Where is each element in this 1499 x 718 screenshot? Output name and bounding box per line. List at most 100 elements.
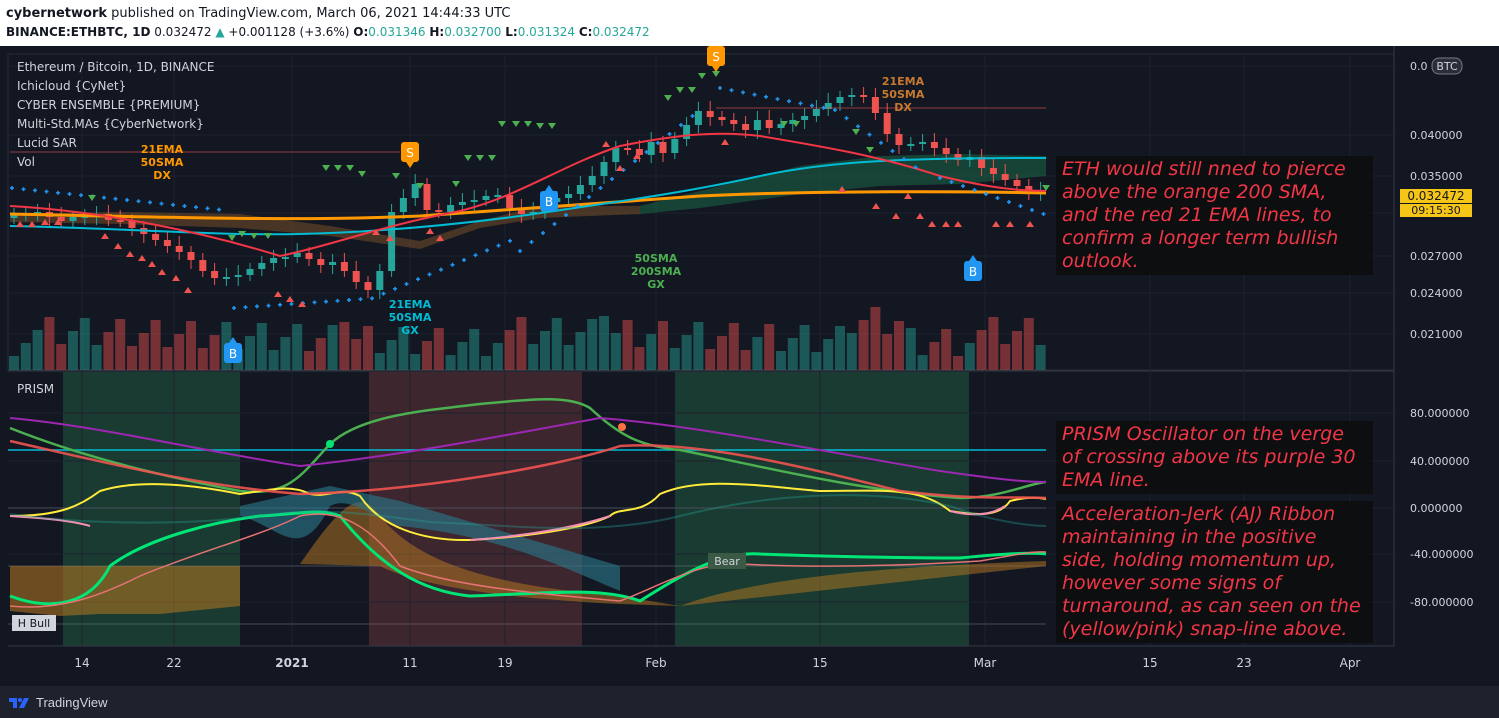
volume-bar [68, 331, 78, 370]
time-tick-label: 23 [1236, 656, 1251, 670]
sell-signal-2[interactable]: S [707, 46, 725, 72]
publisher-name[interactable]: cybernetwork [6, 6, 107, 21]
candle-body [871, 97, 879, 113]
published-text: published on TradingView.com, March 06, … [111, 6, 511, 21]
volume-bar [528, 344, 539, 370]
volume-bar [622, 320, 633, 370]
buy-signal-1[interactable]: B [224, 337, 242, 363]
buy-triangle [928, 221, 936, 227]
volume-bar [787, 338, 798, 370]
candle-body [364, 282, 372, 290]
candle-body [1013, 180, 1021, 186]
buy-triangle [1006, 221, 1014, 227]
legend-item-vol[interactable]: Vol [17, 155, 35, 169]
sell-triangle [346, 165, 354, 171]
candle-body [989, 168, 997, 174]
volume-bar [964, 343, 975, 370]
legend-item-multi-std-mas[interactable]: Multi-Std.MAs {CyberNetwork} [17, 117, 204, 131]
volume-bar [256, 323, 267, 370]
dx1-line3: DX [153, 169, 171, 182]
candle-body [671, 139, 679, 153]
chart-canvas[interactable]: 0.00.0400000.0350000.0300000.0270000.024… [0, 46, 1499, 686]
buy-triangle [286, 296, 294, 302]
candle-body [753, 120, 761, 130]
volume-bar [339, 322, 350, 370]
volume-bar [79, 318, 90, 370]
sell-triangle [416, 183, 424, 189]
chart-panel[interactable]: 0.00.0400000.0350000.0300000.0270000.024… [0, 46, 1499, 686]
volume-bar [740, 350, 751, 370]
legend-item-cyber-ensemble[interactable]: CYBER ENSEMBLE {PREMIUM} [17, 98, 201, 112]
buy-triangle [904, 193, 912, 199]
volume-bar [752, 337, 763, 370]
sell-triangle [358, 171, 366, 177]
volume-bar [953, 356, 963, 370]
volume-bar [127, 346, 137, 370]
volume-bar [917, 355, 928, 370]
legend-title[interactable]: Ethereum / Bitcoin, 1D, BINANCE [17, 60, 215, 74]
candle-body [1001, 174, 1009, 180]
legend-item-lucid-sar[interactable]: Lucid SAR [17, 136, 77, 150]
sell-triangle [452, 181, 460, 187]
candle-body [152, 234, 160, 240]
price-tick-label: 0.0 [1410, 60, 1428, 73]
candle-body [199, 260, 207, 271]
prism-tick-label: 0.000000 [1410, 502, 1463, 515]
buy-triangle [28, 221, 36, 227]
time-tick-label: Apr [1340, 656, 1361, 670]
prism-pane-label[interactable]: PRISM [17, 382, 55, 396]
publish-line: cybernetwork published on TradingView.co… [6, 6, 510, 21]
tradingview-logo[interactable]: TradingView [8, 690, 108, 714]
sell-triangle [866, 147, 874, 153]
buy-triangle [992, 221, 1000, 227]
buy-triangle [1026, 221, 1034, 227]
buy-signal-2[interactable]: B [540, 185, 558, 211]
candle-body [69, 217, 77, 221]
sell-triangle [676, 87, 684, 93]
candle-body [34, 212, 42, 214]
candle-body [919, 142, 927, 144]
buy-signal-3[interactable]: B [964, 255, 982, 281]
sell-signal-1[interactable]: S [401, 142, 419, 168]
aj-ribbon-fill-2 [300, 502, 1046, 606]
buy-triangle [184, 287, 192, 293]
time-tick-label: 2021 [275, 656, 308, 670]
volume-bar [315, 338, 326, 370]
buy-triangle [633, 153, 641, 159]
prism-axis[interactable]: 80.000000 40.000000 0.000000 -40.000000 -80.… [1410, 407, 1473, 609]
gx1-line2: 50SMA [389, 311, 432, 324]
candle-body [718, 117, 726, 120]
up-arrow-icon: ▲ [215, 25, 225, 39]
prism-ema30-line [9, 416, 1047, 483]
volume-bar [422, 341, 432, 370]
price-axis[interactable]: 0.00.0400000.0350000.0300000.0270000.024… [1410, 60, 1463, 341]
volume-bar [386, 340, 397, 370]
time-tick-label: 15 [1142, 656, 1157, 670]
candle-body [163, 240, 171, 246]
volume-bar [681, 335, 692, 370]
time-tick-label: 22 [166, 656, 181, 670]
buy-triangle [274, 291, 282, 297]
candle-body [234, 275, 242, 277]
volume-bar [894, 321, 904, 370]
aj-ribbon-green [9, 510, 1047, 606]
buy-triangle [616, 165, 624, 171]
buy-triangle [298, 301, 306, 307]
bar-countdown: 09:15:30 [1400, 204, 1472, 217]
dx2-line1: 21EMA [882, 75, 925, 88]
volume-bar [469, 329, 480, 370]
buy-triangle [892, 213, 900, 219]
candle-body [270, 258, 278, 263]
legend-item-ichicloud[interactable]: Ichicloud {CyNet} [17, 79, 127, 93]
volume-bar [1012, 331, 1022, 370]
candle-body [848, 95, 856, 97]
sell-triangle [524, 121, 532, 127]
candle-body [895, 134, 903, 145]
time-axis[interactable]: 14 22 2021 11 19 Feb 15 Mar 15 23 Apr [8, 645, 1394, 670]
close-value: 0.032472 [592, 25, 650, 39]
buy-badge-text-2: B [545, 195, 553, 209]
currency-badge[interactable]: BTC [1431, 57, 1463, 75]
close-label: C: [578, 25, 593, 39]
high-label: H: [429, 25, 445, 39]
candle-body [1025, 186, 1033, 192]
